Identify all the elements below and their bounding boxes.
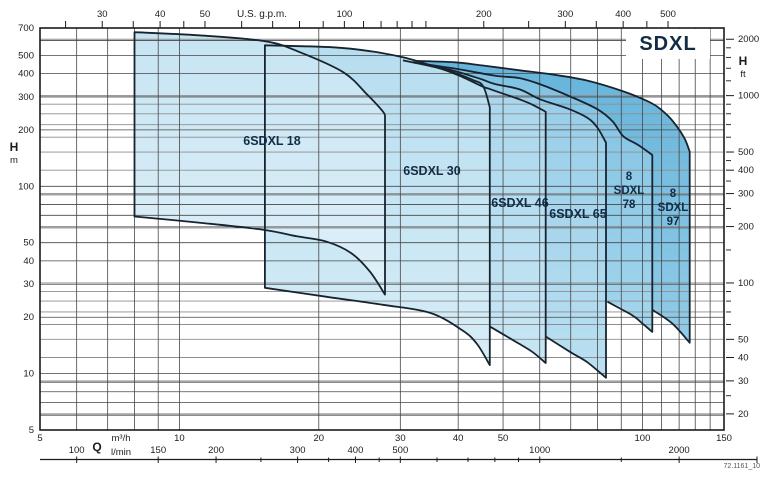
lmin-tick-label: 200 — [208, 445, 224, 456]
ft-tick-label: 30 — [738, 376, 749, 387]
axis-left-m: 700 500 400 300 200 100 50 40 30 20 10 5 Hm — [10, 23, 34, 436]
left-tick-label: 100 — [18, 181, 34, 192]
m3h-tick-label: 5 — [37, 433, 42, 444]
pump-label-8-sdxl-97: 8 SDXL 97 — [658, 188, 689, 228]
gpm-tick-label: 50 — [200, 9, 211, 20]
drawing-code: 72.1161_10 — [723, 463, 760, 470]
left-tick-label: 300 — [18, 92, 34, 103]
left-tick-label: 400 — [18, 69, 34, 80]
axis-top-gpm: 30 40 50 100 200 300 400 500 U.S. g.p.m. — [65, 9, 676, 28]
left-tick-label: 40 — [23, 256, 34, 267]
m3h-tick-label: 20 — [314, 433, 325, 444]
pump-label-line: 6SDXL 18 — [243, 134, 300, 148]
gridlines — [39, 27, 725, 431]
left-tick-label: 20 — [23, 312, 34, 323]
ft-tick-label: 500 — [738, 147, 754, 158]
envelope-outlines — [133, 31, 691, 379]
m3h-tick-label: 10 — [174, 433, 185, 444]
left-tick-label: 200 — [18, 125, 34, 136]
gpm-tick-label: 300 — [557, 9, 573, 20]
m3h-tick-label: 30 — [395, 433, 406, 444]
left-tick-label: 5 — [29, 425, 34, 436]
left-tick-label: 700 — [18, 23, 34, 34]
pump-label-line: 97 — [667, 216, 680, 228]
lmin-tick-label: 500 — [392, 445, 408, 456]
m3h-tick-label: 50 — [498, 433, 509, 444]
right-axis-h: H — [739, 54, 748, 68]
lmin-tick-label: 400 — [348, 445, 364, 456]
axis-bottom-m3h: 5 10 20 30 40 50 100 150 Qm³/h l/min — [37, 433, 732, 458]
left-tick-label: 500 — [18, 50, 34, 61]
axis-bottom-lmin: 100 150 200 300 400 500 1000 2000 — [40, 445, 758, 463]
m3h-tick-label: 100 — [635, 433, 651, 444]
gpm-unit-label: U.S. g.p.m. — [237, 9, 287, 20]
lmin-tick-label: 2000 — [669, 445, 690, 456]
pump-label-6sdxl-30: 6SDXL 30 — [403, 164, 460, 178]
left-axis-h: H — [10, 140, 19, 154]
ft-tick-label: 300 — [738, 189, 754, 200]
pump-label-line: 8 — [670, 188, 677, 200]
gpm-tick-label: 500 — [660, 9, 676, 20]
left-tick-label: 50 — [23, 238, 34, 249]
pump-label-line: SDXL — [658, 202, 689, 214]
pump-label-6sdxl-65: 6SDXL 65 — [549, 207, 606, 221]
left-axis-unit: m — [10, 155, 18, 166]
plot-frame — [39, 27, 725, 431]
ft-tick-label: 40 — [738, 352, 749, 363]
envelope-area-6sdxl-18 — [134, 32, 385, 295]
left-tick-label: 30 — [23, 279, 34, 290]
lmin-unit-label: l/min — [111, 447, 131, 458]
pump-label-8-sdxl-78: 8 SDXL 78 — [614, 171, 645, 211]
q-axis-label: Q — [92, 440, 101, 454]
ft-tick-label: 2000 — [738, 34, 759, 45]
pump-label-6sdxl-18: 6SDXL 18 — [243, 134, 300, 148]
gpm-tick-label: 40 — [155, 9, 166, 20]
envelope-outline-6sdxl-46 — [402, 59, 547, 364]
pump-label-line: 6SDXL 30 — [403, 164, 460, 178]
ft-tick-label: 100 — [738, 278, 754, 289]
ft-tick-label: 400 — [738, 165, 754, 176]
envelope-outline-8-sdxl-97 — [413, 59, 691, 344]
ft-tick-label: 1000 — [738, 91, 759, 102]
m3h-tick-label: 150 — [716, 433, 732, 444]
ft-tick-label: 50 — [738, 334, 749, 345]
pump-label-line: 8 — [626, 171, 633, 183]
left-tick-label: 10 — [23, 369, 34, 380]
lmin-tick-label: 300 — [290, 445, 306, 456]
envelope-outline-6sdxl-65 — [419, 62, 607, 379]
gpm-tick-label: 100 — [336, 9, 352, 20]
ft-tick-label: 200 — [738, 222, 754, 233]
lmin-tick-label: 150 — [150, 445, 166, 456]
m3h-tick-label: 40 — [453, 433, 464, 444]
pump-label-line: 6SDXL 65 — [549, 207, 606, 221]
pump-label-line: 78 — [623, 199, 636, 211]
gpm-tick-label: 200 — [476, 9, 492, 20]
axis-right-ft: 2000 1000 500 400 300 200 100 50 40 30 20 Hft — [726, 34, 759, 420]
m3h-unit-label: m³/h — [112, 433, 131, 444]
gpm-tick-label: 30 — [97, 9, 108, 20]
pump-label-line: SDXL — [614, 185, 645, 197]
envelope-outline-8-sdxl-78 — [413, 61, 654, 333]
lmin-tick-label: 100 — [69, 445, 85, 456]
right-axis-unit: ft — [740, 69, 746, 80]
ft-tick-label: 20 — [738, 409, 749, 420]
series-title: SDXL — [626, 29, 710, 59]
pump-label-6sdxl-46: 6SDXL 46 — [491, 196, 548, 210]
gpm-tick-label: 400 — [615, 9, 631, 20]
pump-label-line: 6SDXL 46 — [491, 196, 548, 210]
lmin-tick-label: 1000 — [529, 445, 550, 456]
